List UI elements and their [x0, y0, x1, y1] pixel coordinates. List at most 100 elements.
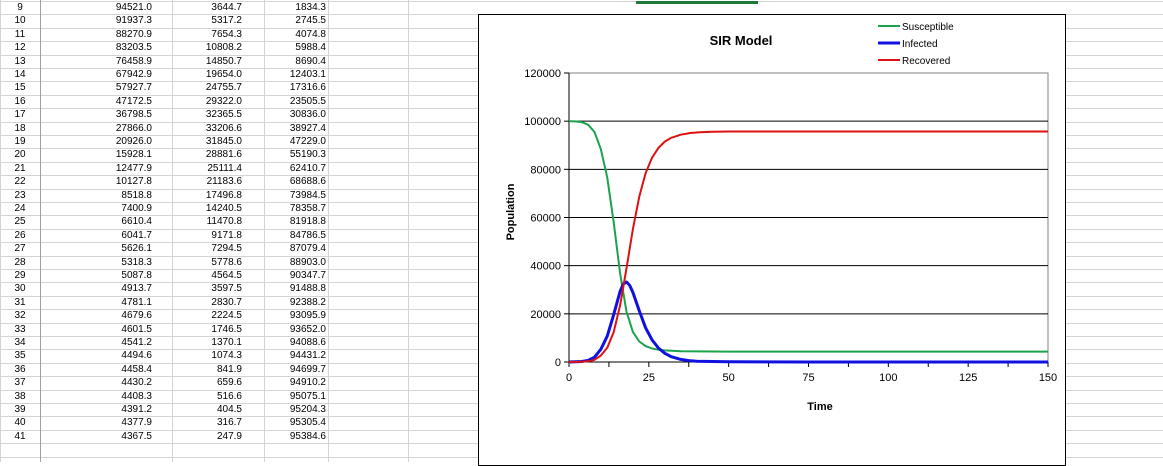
row-number[interactable]: 24 [14, 203, 26, 214]
sir-model-chart[interactable]: 0 20000 40000 60000 80000 100000 120000 0 25 50 75… [478, 14, 1066, 462]
row-number[interactable]: 36 [14, 363, 26, 375]
cell-susceptible[interactable]: 91937.3 [115, 15, 152, 27]
cell-recovered[interactable]: 94699.7 [289, 363, 326, 375]
cell-susceptible[interactable]: 5087.8 [121, 270, 152, 281]
cell-susceptible[interactable]: 47172.5 [115, 95, 152, 107]
cell-susceptible[interactable]: 88270.9 [115, 28, 152, 40]
cell-infected[interactable]: 29322.0 [205, 95, 242, 107]
cell-recovered[interactable]: 2745.5 [295, 15, 326, 27]
row-number[interactable]: 40 [14, 417, 26, 429]
cell-infected[interactable]: 33206.6 [205, 122, 242, 134]
cell-recovered[interactable]: 84786.5 [289, 229, 326, 241]
cell-infected[interactable]: 7654.3 [211, 28, 242, 40]
cell-susceptible[interactable]: 57927.7 [115, 82, 152, 94]
row-number[interactable]: 25 [14, 216, 26, 228]
cell-infected[interactable]: 3644.7 [211, 2, 242, 13]
cell-susceptible[interactable]: 6041.7 [121, 229, 152, 241]
cell-infected[interactable]: 3597.5 [211, 283, 242, 295]
row-number[interactable]: 12 [14, 42, 26, 54]
cell-infected[interactable]: 316.7 [216, 417, 242, 429]
cell-susceptible[interactable]: 4494.6 [121, 350, 152, 362]
cell-susceptible[interactable]: 4408.3 [121, 390, 152, 402]
row-number[interactable]: 31 [14, 296, 26, 308]
cell-recovered[interactable]: 62410.7 [289, 162, 326, 174]
row-number[interactable]: 32 [14, 310, 26, 322]
row-number[interactable]: 14 [14, 69, 26, 80]
cell-susceptible[interactable]: 20926.0 [115, 136, 152, 147]
cell-infected[interactable]: 31845.0 [205, 136, 242, 147]
cell-susceptible[interactable]: 94521.0 [115, 2, 152, 13]
cell-infected[interactable]: 32365.5 [205, 109, 242, 121]
cell-recovered[interactable]: 17316.6 [289, 82, 326, 94]
row-number[interactable]: 27 [14, 243, 26, 255]
row-number[interactable]: 21 [14, 162, 26, 174]
cell-infected[interactable]: 1746.5 [211, 323, 242, 335]
cell-susceptible[interactable]: 5626.1 [121, 243, 152, 255]
cell-susceptible[interactable]: 4377.9 [121, 417, 152, 429]
cell-infected[interactable]: 7294.5 [211, 243, 242, 255]
cell-recovered[interactable]: 55190.3 [289, 149, 326, 161]
cell-susceptible[interactable]: 12477.9 [115, 162, 152, 174]
row-number[interactable]: 23 [14, 189, 26, 201]
cell-recovered[interactable]: 94910.2 [289, 377, 326, 389]
cell-susceptible[interactable]: 6610.4 [121, 216, 152, 228]
cell-susceptible[interactable]: 67942.9 [115, 69, 152, 80]
cell-recovered[interactable]: 94088.6 [289, 337, 326, 348]
cell-recovered[interactable]: 90347.7 [289, 270, 326, 281]
row-number[interactable]: 30 [14, 283, 26, 295]
cell-susceptible[interactable]: 4367.5 [121, 430, 152, 442]
cell-susceptible[interactable]: 4913.7 [121, 283, 152, 295]
cell-infected[interactable]: 5317.2 [211, 15, 242, 27]
cell-recovered[interactable]: 95075.1 [289, 390, 326, 402]
cell-infected[interactable]: 24755.7 [205, 82, 242, 94]
cell-susceptible[interactable]: 4391.2 [121, 404, 152, 415]
cell-infected[interactable]: 11470.8 [206, 216, 242, 228]
cell-susceptible[interactable]: 36798.5 [115, 109, 152, 121]
cell-susceptible[interactable]: 5318.3 [121, 256, 152, 268]
row-number[interactable]: 34 [14, 337, 26, 348]
row-number[interactable]: 11 [14, 28, 26, 40]
cell-infected[interactable]: 25111.4 [207, 162, 242, 174]
cell-recovered[interactable]: 30836.0 [289, 109, 326, 121]
cell-infected[interactable]: 1370.1 [211, 337, 242, 348]
cell-recovered[interactable]: 23505.5 [289, 95, 326, 107]
cell-recovered[interactable]: 93652.0 [289, 323, 326, 335]
cell-infected[interactable]: 10808.2 [205, 42, 242, 54]
cell-infected[interactable]: 9171.8 [211, 229, 242, 241]
cell-recovered[interactable]: 12403.1 [289, 69, 326, 80]
row-number[interactable]: 15 [14, 82, 26, 94]
row-number[interactable]: 10 [14, 15, 26, 27]
cell-infected[interactable]: 5778.6 [211, 256, 242, 268]
cell-infected[interactable]: 1074.3 [211, 350, 242, 362]
cell-recovered[interactable]: 95384.6 [289, 430, 326, 442]
cell-susceptible[interactable]: 4430.2 [121, 377, 152, 389]
row-number[interactable]: 9 [17, 2, 23, 13]
cell-infected[interactable]: 14850.7 [205, 55, 242, 67]
cell-recovered[interactable]: 94431.2 [289, 350, 326, 362]
cell-susceptible[interactable]: 76458.9 [115, 55, 152, 67]
row-number[interactable]: 19 [14, 136, 26, 147]
cell-susceptible[interactable]: 7400.9 [121, 203, 152, 214]
cell-infected[interactable]: 404.5 [216, 404, 242, 415]
cell-susceptible[interactable]: 83203.5 [115, 42, 152, 54]
row-number[interactable]: 29 [14, 270, 26, 281]
cell-infected[interactable]: 659.6 [216, 377, 242, 389]
cell-recovered[interactable]: 88903.0 [289, 256, 326, 268]
cell-recovered[interactable]: 38927.4 [289, 122, 326, 134]
row-number[interactable]: 13 [14, 55, 26, 67]
cell-infected[interactable]: 516.6 [216, 390, 242, 402]
chart-area[interactable] [478, 14, 1066, 466]
row-number[interactable]: 22 [14, 176, 26, 188]
cell-recovered[interactable]: 5988.4 [295, 42, 326, 54]
cell-susceptible[interactable]: 4679.6 [121, 310, 152, 322]
cell-recovered[interactable]: 8690.4 [295, 55, 326, 67]
row-number[interactable]: 20 [14, 149, 26, 161]
row-number[interactable]: 35 [14, 350, 26, 362]
cell-recovered[interactable]: 1834.3 [295, 2, 326, 13]
cell-recovered[interactable]: 78358.7 [289, 203, 326, 214]
cell-infected[interactable]: 28881.6 [205, 149, 242, 161]
row-number[interactable]: 16 [14, 95, 26, 107]
cell-recovered[interactable]: 47229.0 [289, 136, 326, 147]
cell-susceptible[interactable]: 10127.8 [115, 176, 152, 188]
row-number[interactable]: 18 [14, 122, 26, 134]
